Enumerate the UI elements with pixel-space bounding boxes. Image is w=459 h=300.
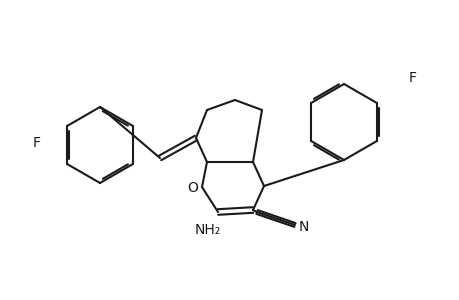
- Text: F: F: [33, 136, 41, 150]
- Text: F: F: [408, 71, 416, 85]
- Text: NH₂: NH₂: [195, 223, 221, 237]
- Text: N: N: [298, 220, 308, 234]
- Text: O: O: [187, 181, 198, 195]
